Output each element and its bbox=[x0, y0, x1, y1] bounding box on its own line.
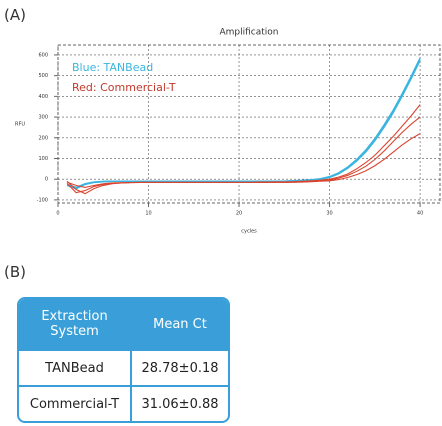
x-tick-label: 0 bbox=[56, 211, 59, 217]
series-line bbox=[66, 59, 421, 189]
cell: TANBead bbox=[19, 349, 132, 385]
y-tick-label: 0 bbox=[45, 177, 48, 183]
y-tick-label: 200 bbox=[38, 135, 48, 141]
x-tick-label: 10 bbox=[145, 211, 151, 217]
y-axis-label: RFU bbox=[15, 122, 25, 128]
y-tick-label: 600 bbox=[38, 52, 48, 58]
series-line bbox=[66, 133, 421, 189]
y-tick-label: -100 bbox=[37, 197, 48, 203]
header-cell: Extraction System bbox=[19, 299, 132, 349]
annotation: Blue: TANBead bbox=[72, 61, 153, 74]
plot-frame bbox=[57, 44, 441, 204]
y-tick-label: 100 bbox=[38, 156, 48, 162]
chart: Amplification RFU cycles -10001002003004… bbox=[15, 28, 441, 235]
chart-title: Amplification bbox=[219, 28, 278, 38]
cell: 31.06±0.88 bbox=[132, 385, 228, 421]
y-tick-label: 500 bbox=[38, 73, 48, 79]
y-tick-label: 300 bbox=[38, 115, 48, 121]
series-line bbox=[66, 57, 421, 190]
panel-label: (A) bbox=[4, 6, 26, 24]
panel-label: (B) bbox=[4, 263, 26, 281]
header-cell: Mean Ct bbox=[132, 299, 228, 349]
cell: 28.78±0.18 bbox=[132, 349, 228, 385]
x-axis-label: cycles bbox=[241, 229, 257, 235]
x-tick-label: 40 bbox=[417, 211, 423, 217]
annotation: Red: Commercial-T bbox=[72, 81, 176, 94]
y-tick-label: 400 bbox=[38, 94, 48, 100]
cell: Commercial-T bbox=[19, 385, 132, 421]
result-table: Extraction System Mean Ct TANBead 28.78±0.… bbox=[17, 297, 230, 423]
x-tick-label: 20 bbox=[236, 211, 242, 217]
x-tick-label: 30 bbox=[326, 211, 332, 217]
